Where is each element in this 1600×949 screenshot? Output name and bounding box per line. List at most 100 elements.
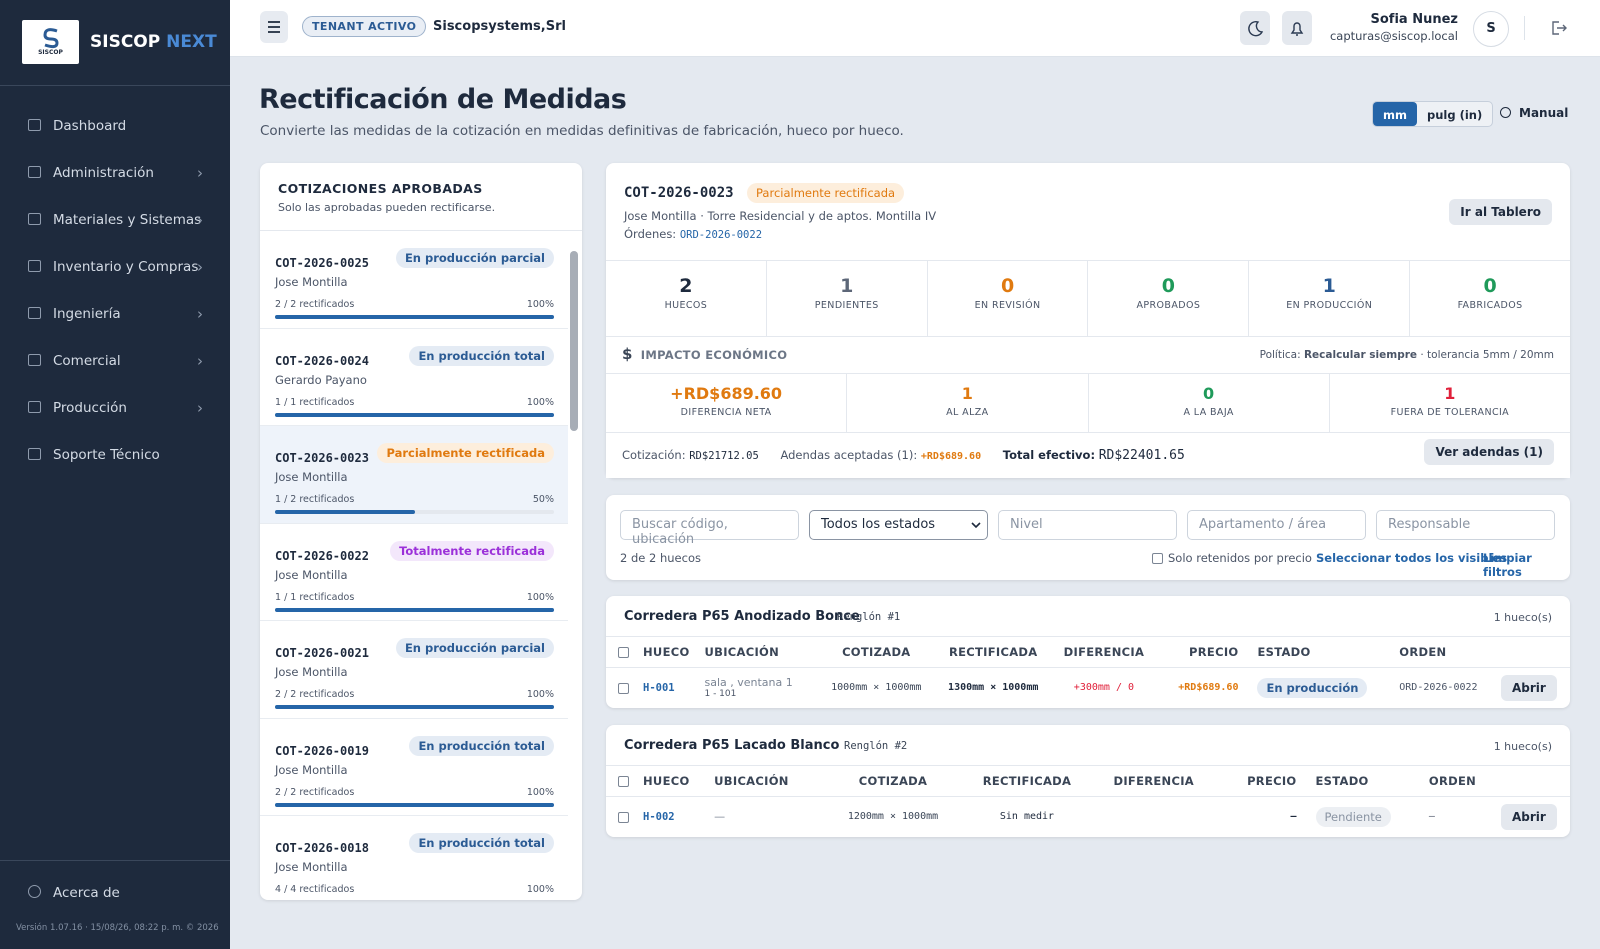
metric-label: AL ALZA: [946, 407, 989, 418]
column-header: ORDEN: [1398, 636, 1500, 668]
quotes-subtitle: Solo las aprobadas pueden rectificarse.: [278, 201, 496, 214]
quote-code: COT-2026-0019: [275, 743, 369, 758]
nav-icon: [28, 166, 41, 178]
order-link[interactable]: ORD-2026-0022: [679, 229, 763, 241]
stat-label: HUECOS: [664, 300, 708, 311]
nav-item[interactable]: Soporte Técnico: [28, 447, 203, 463]
search-input[interactable]: Buscar código, ubicación: [620, 510, 799, 547]
quote-item[interactable]: COT-2026-0023 Parcialmente rectificada Jos…: [260, 426, 568, 524]
avatar[interactable]: S: [1473, 11, 1509, 47]
impact-policy: Política: Recalcular siempre · toleranci…: [1260, 349, 1554, 361]
stat-label: EN PRODUCCIÓN: [1286, 300, 1373, 311]
nav-item[interactable]: Comercial ›: [28, 352, 203, 370]
stats: 2 HUECOS 1 PENDIENTES 0 EN REVISIÓN 0 APROBADOS…: [606, 260, 1570, 336]
retained-text: Solo retenidos por precio: [1168, 551, 1312, 565]
progress-bar: [275, 315, 554, 319]
cell-hueco: H-002: [643, 810, 675, 823]
nav-item[interactable]: Administración ›: [28, 164, 203, 182]
quote-code: COT-2026-0021: [275, 646, 369, 660]
metric-label: FUERA DE TOLERANCIA: [1390, 407, 1510, 418]
metric-value: 1: [961, 384, 973, 403]
quote-item[interactable]: COT-2026-0021 En producción parcial Jose M…: [260, 621, 568, 719]
about-text: Acerca de: [53, 885, 120, 901]
cell-price: —: [1290, 811, 1297, 823]
addenda-button[interactable]: Ver adendas (1): [1424, 439, 1554, 465]
cell-order: –: [1428, 811, 1435, 823]
group-row: Renglón #2: [844, 740, 908, 752]
stat-value: 2: [679, 275, 693, 297]
quote-item[interactable]: COT-2026-0019 En producción total Jose Mon…: [260, 719, 568, 816]
group-row: Renglón #1: [837, 611, 901, 623]
nav-label: Producción: [53, 400, 127, 416]
quote-client: Jose Montilla: [275, 567, 348, 582]
retained-filter[interactable]: Solo retenidos por precio: [1152, 551, 1312, 565]
nav-item[interactable]: Ingeniería ›: [28, 305, 203, 323]
cell-status: En producción: [1256, 668, 1398, 708]
nav-icon: [28, 401, 41, 413]
unit-option[interactable]: pulg (in): [1426, 108, 1483, 122]
nav-item[interactable]: Producción ›: [28, 399, 203, 417]
select-cell: [606, 797, 642, 837]
quote-item[interactable]: COT-2026-0018 En producción total Jose Mon…: [260, 816, 568, 900]
open-button[interactable]: Abrir: [1501, 803, 1557, 830]
quote-client: Jose Montilla: [275, 762, 348, 777]
status-select[interactable]: Todos los estados: [809, 510, 988, 540]
quote-progress: 1 / 2 rectificados: [275, 494, 355, 505]
quote-code: COT-2026-0024: [275, 353, 369, 368]
user-info: Sofia Nunez capturas@siscop.local: [1330, 12, 1458, 43]
group-title: Corredera P65 Anodizado Bonce: [624, 609, 860, 624]
quote-percent: 100%: [526, 689, 554, 700]
cell-status: Pendiente: [1315, 797, 1428, 837]
quote-item[interactable]: COT-2026-0024 En producción total Gerardo …: [260, 329, 568, 426]
quote-code: COT-2026-0022: [275, 548, 369, 563]
stat: 0 APROBADOS: [1087, 261, 1248, 336]
logo-text: SISCOP: [38, 49, 63, 56]
nav-label: Materiales y Sistemas: [53, 212, 202, 228]
metric: +RD$689.60 DIFERENCIA NETA: [606, 374, 846, 432]
menu-button[interactable]: [260, 11, 288, 43]
scroll-thumb[interactable]: [570, 251, 578, 431]
apartment-input[interactable]: Apartamento / área: [1187, 510, 1366, 540]
policy-value: Recalcular siempre: [1303, 349, 1418, 361]
quote-item[interactable]: COT-2026-0025 En producción parcial Jose M…: [260, 231, 568, 329]
about-link[interactable]: Acerca de: [28, 885, 120, 901]
quote-progress: 2 / 2 rectificados: [275, 689, 355, 700]
addenda-label: Adendas aceptadas (1):: [780, 448, 918, 462]
select-all[interactable]: Seleccionar todos los visibles: [1316, 551, 1508, 565]
column-header: ESTADO: [1256, 636, 1399, 668]
cell-difference: +300mm / 0: [1073, 682, 1135, 694]
nav-icon: [28, 213, 41, 225]
addenda-value: +RD$689.60: [920, 451, 982, 462]
scrollbar[interactable]: [570, 237, 578, 897]
stat: 0 EN REVISIÓN: [926, 261, 1088, 336]
result-count: 2 de 2 huecos: [620, 551, 701, 565]
nav-item[interactable]: Dashboard: [28, 118, 203, 134]
quote-percent: 50%: [532, 494, 554, 505]
nav-label: Comercial: [53, 353, 121, 369]
logout[interactable]: [1548, 18, 1568, 42]
nav-item[interactable]: Materiales y Sistemas ›: [28, 211, 203, 229]
nav-icon: [28, 448, 41, 460]
divider: [0, 860, 230, 861]
manual-link[interactable]: Manual: [1500, 106, 1568, 120]
stat-value: 0: [1000, 275, 1015, 297]
header-row: HUECO UBICACIÓN COTIZADA RECTIFICADA DIFEREN…: [606, 765, 1570, 797]
notifications[interactable]: [1282, 11, 1312, 45]
nav-label: Ingeniería: [53, 306, 121, 322]
quote-item[interactable]: COT-2026-0022 Totalmente rectificada Jose …: [260, 524, 568, 621]
action-header: [1500, 636, 1570, 668]
quote-percent: 100%: [526, 396, 554, 408]
open-button[interactable]: Abrir: [1501, 674, 1557, 701]
unit-toggle: mm pulg (in): [1372, 101, 1494, 127]
nav-item[interactable]: Inventario y Compras ›: [28, 258, 203, 276]
nav-icon: [28, 119, 41, 131]
unit-option[interactable]: mm: [1373, 102, 1417, 126]
row-location-sub: 1 - 101: [704, 689, 737, 700]
theme-toggle[interactable]: [1240, 11, 1270, 45]
clear-filters[interactable]: Limpiar filtros: [1483, 551, 1532, 579]
board-button[interactable]: Ir al Tablero: [1449, 199, 1552, 225]
quote-client: Gerardo Payano: [275, 372, 367, 387]
level-input[interactable]: Nivel: [998, 510, 1177, 540]
responsible-input[interactable]: Responsable: [1376, 510, 1555, 540]
